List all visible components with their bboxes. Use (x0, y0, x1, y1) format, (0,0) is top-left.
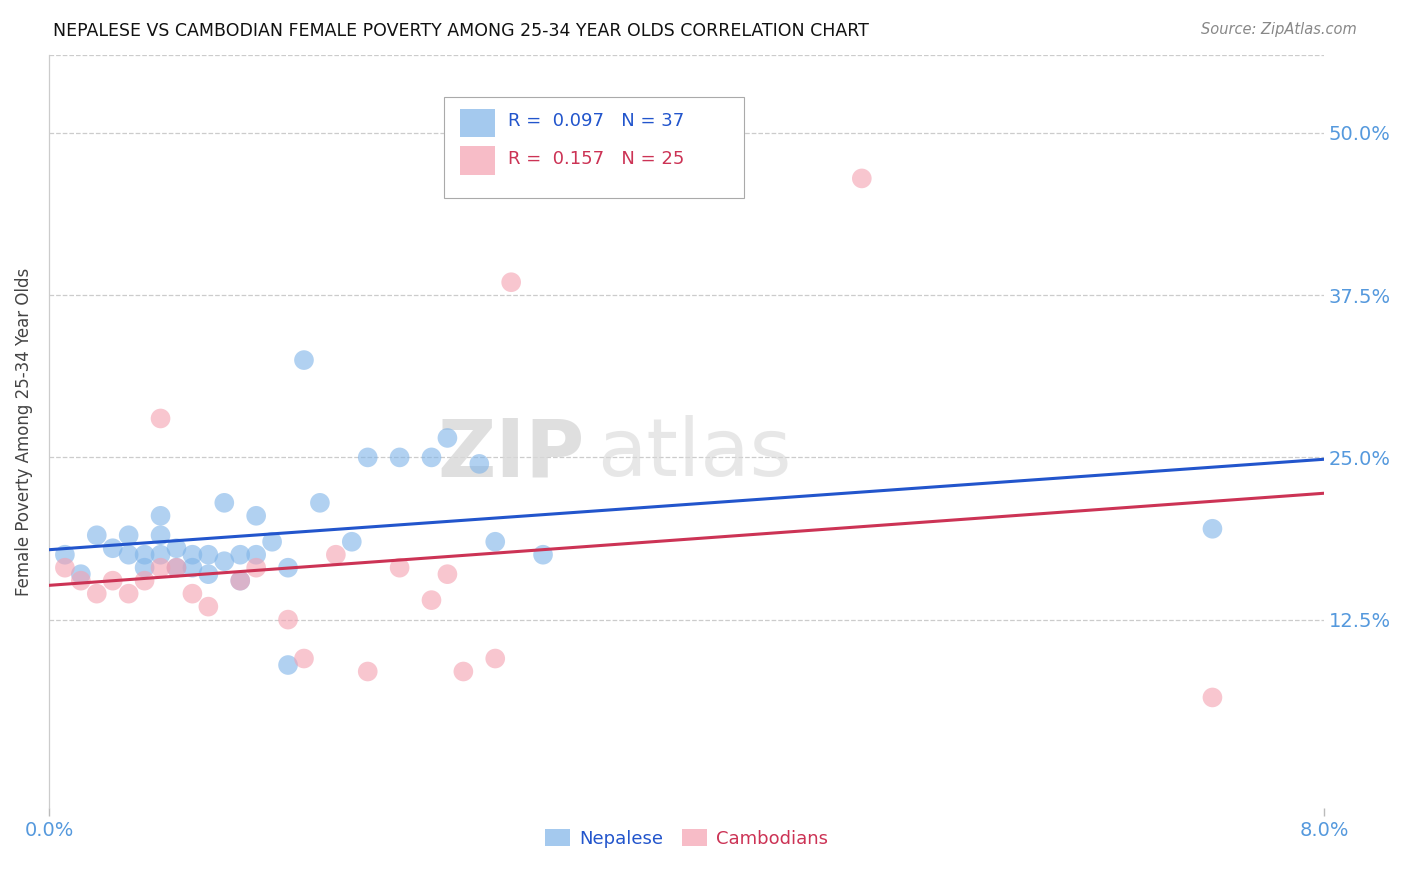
Point (292, 651, 315, 665)
Point (166, 541, 188, 556)
Point (181, 587, 204, 601)
Text: R =  0.097   N = 37: R = 0.097 N = 37 (508, 112, 685, 130)
Point (277, 613, 299, 627)
Point (86, 528, 108, 542)
Point (1201, 690, 1223, 705)
Point (134, 574, 156, 588)
Text: Source: ZipAtlas.com: Source: ZipAtlas.com (1201, 22, 1357, 37)
Point (484, 534, 506, 549)
Point (118, 528, 141, 542)
Point (53, 560, 76, 574)
Point (1201, 522, 1223, 536)
Point (245, 548, 267, 562)
Point (197, 599, 219, 614)
Point (181, 560, 204, 574)
Text: atlas: atlas (598, 415, 792, 493)
Point (181, 548, 204, 562)
Y-axis label: Female Poverty Among 25-34 Year Olds: Female Poverty Among 25-34 Year Olds (15, 268, 32, 596)
Point (118, 587, 141, 601)
Point (166, 560, 188, 574)
Point (134, 548, 156, 562)
Point (388, 560, 411, 574)
Point (531, 548, 554, 562)
Bar (460, 109, 495, 137)
Point (325, 548, 347, 562)
Point (277, 560, 299, 574)
Point (118, 548, 141, 562)
Point (245, 508, 267, 523)
Point (149, 411, 172, 425)
Point (197, 548, 219, 562)
Point (468, 457, 491, 471)
Point (149, 560, 172, 574)
Point (166, 560, 188, 574)
Point (229, 574, 252, 588)
Point (340, 534, 363, 549)
Point (70, 574, 93, 588)
Point (149, 528, 172, 542)
Point (436, 431, 458, 445)
Point (86, 587, 108, 601)
Point (229, 548, 252, 562)
Point (149, 508, 172, 523)
Point (134, 560, 156, 574)
Point (245, 560, 267, 574)
Point (388, 450, 411, 465)
Bar (460, 146, 495, 175)
Text: ZIP: ZIP (437, 415, 585, 493)
FancyBboxPatch shape (444, 96, 744, 198)
Point (420, 450, 443, 465)
Point (214, 554, 236, 568)
Point (309, 496, 332, 510)
Point (53, 548, 76, 562)
Point (101, 541, 124, 556)
Point (70, 567, 93, 582)
Point (453, 665, 475, 679)
Point (262, 534, 284, 549)
Point (501, 275, 523, 289)
Text: NEPALESE VS CAMBODIAN FEMALE POVERTY AMONG 25-34 YEAR OLDS CORRELATION CHART: NEPALESE VS CAMBODIAN FEMALE POVERTY AMO… (53, 22, 869, 40)
Point (101, 574, 124, 588)
Point (357, 665, 380, 679)
Point (292, 353, 315, 368)
Point (357, 450, 380, 465)
Point (214, 496, 236, 510)
Text: R =  0.157   N = 25: R = 0.157 N = 25 (508, 150, 685, 168)
Legend: Nepalese, Cambodians: Nepalese, Cambodians (538, 822, 835, 855)
Point (229, 574, 252, 588)
Point (436, 567, 458, 582)
Point (420, 593, 443, 607)
Point (197, 567, 219, 582)
Point (149, 548, 172, 562)
Point (277, 658, 299, 673)
Point (484, 651, 506, 665)
Point (851, 171, 873, 186)
